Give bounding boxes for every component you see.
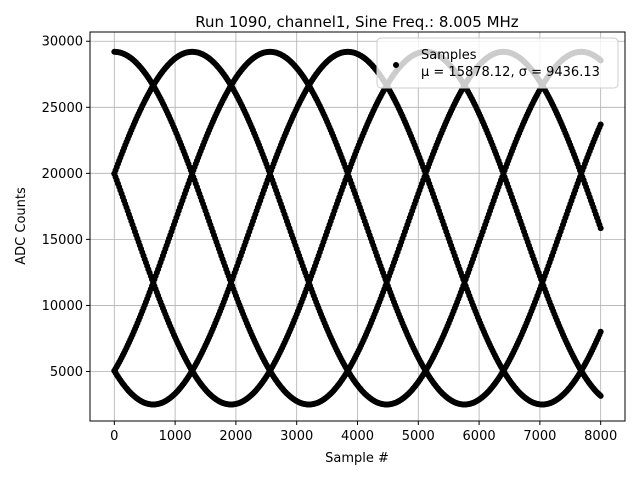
data-point bbox=[597, 121, 604, 128]
y-tick-label: 30000 bbox=[42, 35, 83, 50]
x-axis-ticks: 0 1000 2000 3000 4000 5000 6000 7000 8000 bbox=[110, 421, 617, 444]
x-tick-label: 2000 bbox=[219, 429, 252, 444]
x-axis-label: Sample # bbox=[325, 451, 389, 466]
legend: Samples μ = 15878.12, σ = 9436.13 bbox=[376, 37, 619, 89]
x-tick-label: 1000 bbox=[159, 429, 192, 444]
x-tick-label: 4000 bbox=[341, 429, 374, 444]
y-tick-label: 15000 bbox=[42, 233, 83, 248]
chart-title: Run 1090, channel1, Sine Freq.: 8.005 MH… bbox=[195, 13, 519, 31]
y-tick-label: 20000 bbox=[42, 167, 83, 182]
y-tick-label: 25000 bbox=[42, 101, 83, 116]
legend-box bbox=[376, 37, 619, 89]
legend-marker bbox=[393, 62, 399, 68]
x-tick-label: 0 bbox=[110, 429, 118, 444]
x-tick-label: 3000 bbox=[280, 429, 313, 444]
y-tick-label: 5000 bbox=[50, 365, 83, 380]
y-tick-label: 10000 bbox=[42, 299, 83, 314]
legend-label: Samples bbox=[421, 48, 477, 63]
y-axis-label: ADC Counts bbox=[14, 187, 29, 265]
x-tick-label: 6000 bbox=[463, 429, 496, 444]
data-point bbox=[597, 392, 604, 399]
x-tick-label: 5000 bbox=[402, 429, 435, 444]
x-tick-label: 8000 bbox=[584, 429, 617, 444]
legend-stats: μ = 15878.12, σ = 9436.13 bbox=[421, 65, 600, 80]
data-point bbox=[597, 225, 604, 232]
x-tick-label: 7000 bbox=[523, 429, 556, 444]
y-axis-ticks: 5000 10000 15000 20000 25000 30000 bbox=[42, 35, 90, 380]
data-point bbox=[597, 328, 604, 335]
